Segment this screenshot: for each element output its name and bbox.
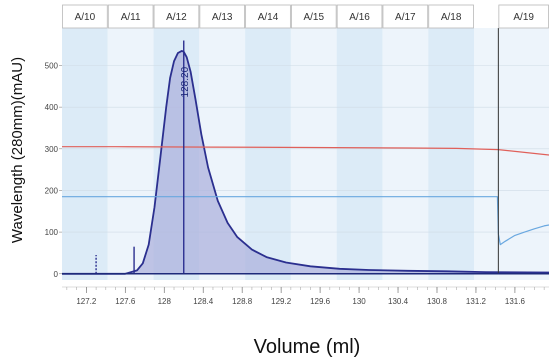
- fraction-label: A/19: [513, 12, 534, 23]
- fraction-band: [382, 28, 429, 280]
- fraction-band-gap: [474, 28, 499, 280]
- fraction-label: A/14: [258, 12, 279, 23]
- x-tick-label: 130.4: [388, 297, 409, 306]
- fraction-box: [428, 4, 474, 29]
- y-tick-label: 0: [54, 270, 59, 279]
- x-axis-title: Volume (ml): [254, 336, 361, 358]
- y-tick-label: 300: [45, 145, 59, 154]
- fraction-box: [245, 4, 291, 29]
- series-line-0: [62, 50, 549, 275]
- fraction-box: [199, 4, 246, 29]
- fraction-box: [107, 4, 154, 29]
- x-tick-label: 127.6: [115, 297, 136, 306]
- annotation-layer: 128.20: [180, 66, 191, 97]
- x-tick-label: 128: [158, 297, 172, 306]
- fraction-band: [290, 28, 337, 280]
- y-tick-label: 500: [45, 61, 59, 70]
- fraction-label: A/17: [395, 12, 416, 23]
- x-tick-label: 127.2: [76, 297, 97, 306]
- x-tick-label: 130.8: [427, 297, 448, 306]
- fraction-band: [245, 28, 291, 280]
- marker-layer: [95, 28, 499, 274]
- fraction-band: [428, 28, 475, 280]
- fraction-label: A/18: [441, 12, 462, 23]
- x-tick-label: 128.8: [232, 297, 253, 306]
- y-axis-title: Wavelength (280mm)(mAU): [9, 57, 26, 243]
- fraction-label: A/10: [75, 12, 96, 23]
- fraction-bands: [62, 28, 549, 280]
- x-tick-label: 129.6: [310, 297, 331, 306]
- fraction-band: [107, 28, 154, 280]
- series-line-1: [62, 146, 549, 156]
- fraction-band: [336, 28, 383, 280]
- fraction-box: [382, 4, 429, 29]
- fraction-box: [62, 4, 108, 29]
- fraction-band: [62, 28, 108, 280]
- x-tick-label: 131.2: [466, 297, 487, 306]
- fraction-label: A/11: [121, 12, 141, 23]
- fraction-header: A/10 A/11 A/12 A/13 A/14 A/15 A/16 A/17 A/18 A/19: [62, 4, 549, 29]
- peak-annotation: 128.20: [180, 66, 191, 97]
- x-tick-label: 128.4: [193, 297, 214, 306]
- y-tick-label: 400: [45, 103, 59, 112]
- x-tick-label: 131.6: [505, 297, 526, 306]
- y-axis: 0 100 200 300 400 500: [45, 61, 62, 279]
- fraction-label: A/13: [212, 12, 233, 23]
- fraction-label: A/16: [349, 12, 370, 23]
- x-tick-label: 129.2: [271, 297, 292, 306]
- x-tick-label: 130: [352, 297, 366, 306]
- fraction-label: A/15: [303, 12, 324, 23]
- fraction-box: [336, 4, 383, 29]
- fraction-box: [290, 4, 337, 29]
- x-axis: 127.2 127.6 128 128.4 128.8 129.2 129.6 130 130.…: [62, 272, 549, 306]
- fraction-label: A/12: [166, 12, 187, 23]
- y-tick-label: 100: [45, 228, 59, 237]
- fraction-box: [153, 4, 200, 29]
- y-tick-label: 200: [45, 186, 59, 195]
